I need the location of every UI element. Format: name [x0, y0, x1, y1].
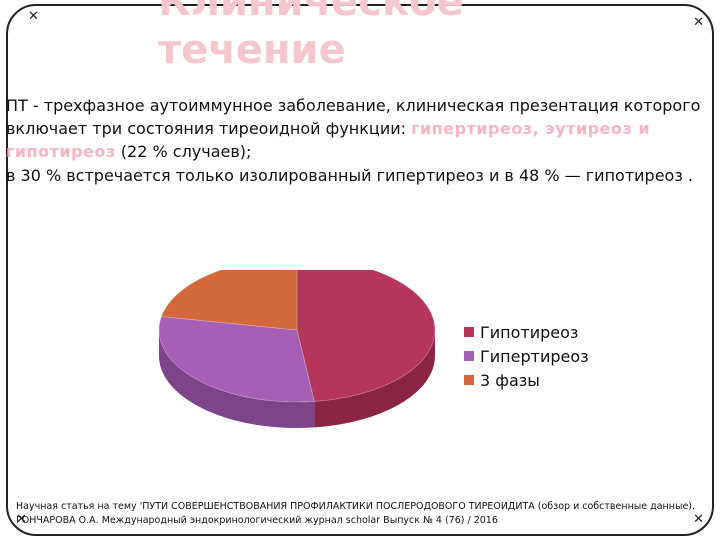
legend-label: 3 фазы: [480, 370, 540, 390]
legend-label: Гипотиреоз: [480, 322, 579, 342]
chart-legend: Гипотиреоз Гипертиреоз 3 фазы: [464, 320, 589, 392]
slide-title: Клиническое течение: [158, 0, 464, 73]
legend-item: Гипотиреоз: [464, 320, 589, 344]
corner-x-icon: ✕: [693, 512, 704, 527]
pie-slice-side: [314, 330, 435, 428]
pie-chart: [158, 270, 436, 428]
legend-label: Гипертиреоз: [480, 346, 589, 366]
highlighted-states: гипертиреоз, эутиреоз и гипотиреоз: [6, 119, 651, 161]
legend-swatch: [464, 351, 474, 361]
pie-slice-3: [160, 270, 298, 331]
corner-x-icon: ✕: [28, 9, 39, 24]
legend-item: 3 фазы: [464, 368, 589, 392]
paragraph-statistics: в 30 % встречается только изолированный …: [6, 166, 693, 185]
pie-slice-1: [296, 270, 436, 402]
pie-slice-side: [159, 330, 315, 428]
legend-item: Гипертиреоз: [464, 344, 589, 368]
paragraph-text: ПТ - трехфазное аутоиммунное заболевание…: [6, 96, 701, 138]
corner-x-icon: ✕: [16, 512, 27, 527]
paragraph-three-phase: ПТ - трехфазное аутоиммунное заболевание…: [6, 94, 706, 163]
legend-swatch: [464, 327, 474, 337]
footnote-source: Научная статья на тему 'ПУТИ СОВЕРШЕНСТВ…: [16, 501, 696, 526]
pie-slice-2: [158, 316, 315, 403]
slide-body: ПТ - трехфазное аутоиммунное заболевание…: [6, 94, 706, 188]
legend-swatch: [464, 375, 474, 385]
corner-x-icon: ✕: [693, 15, 704, 30]
paragraph-text: (22 % случаев);: [115, 142, 252, 161]
